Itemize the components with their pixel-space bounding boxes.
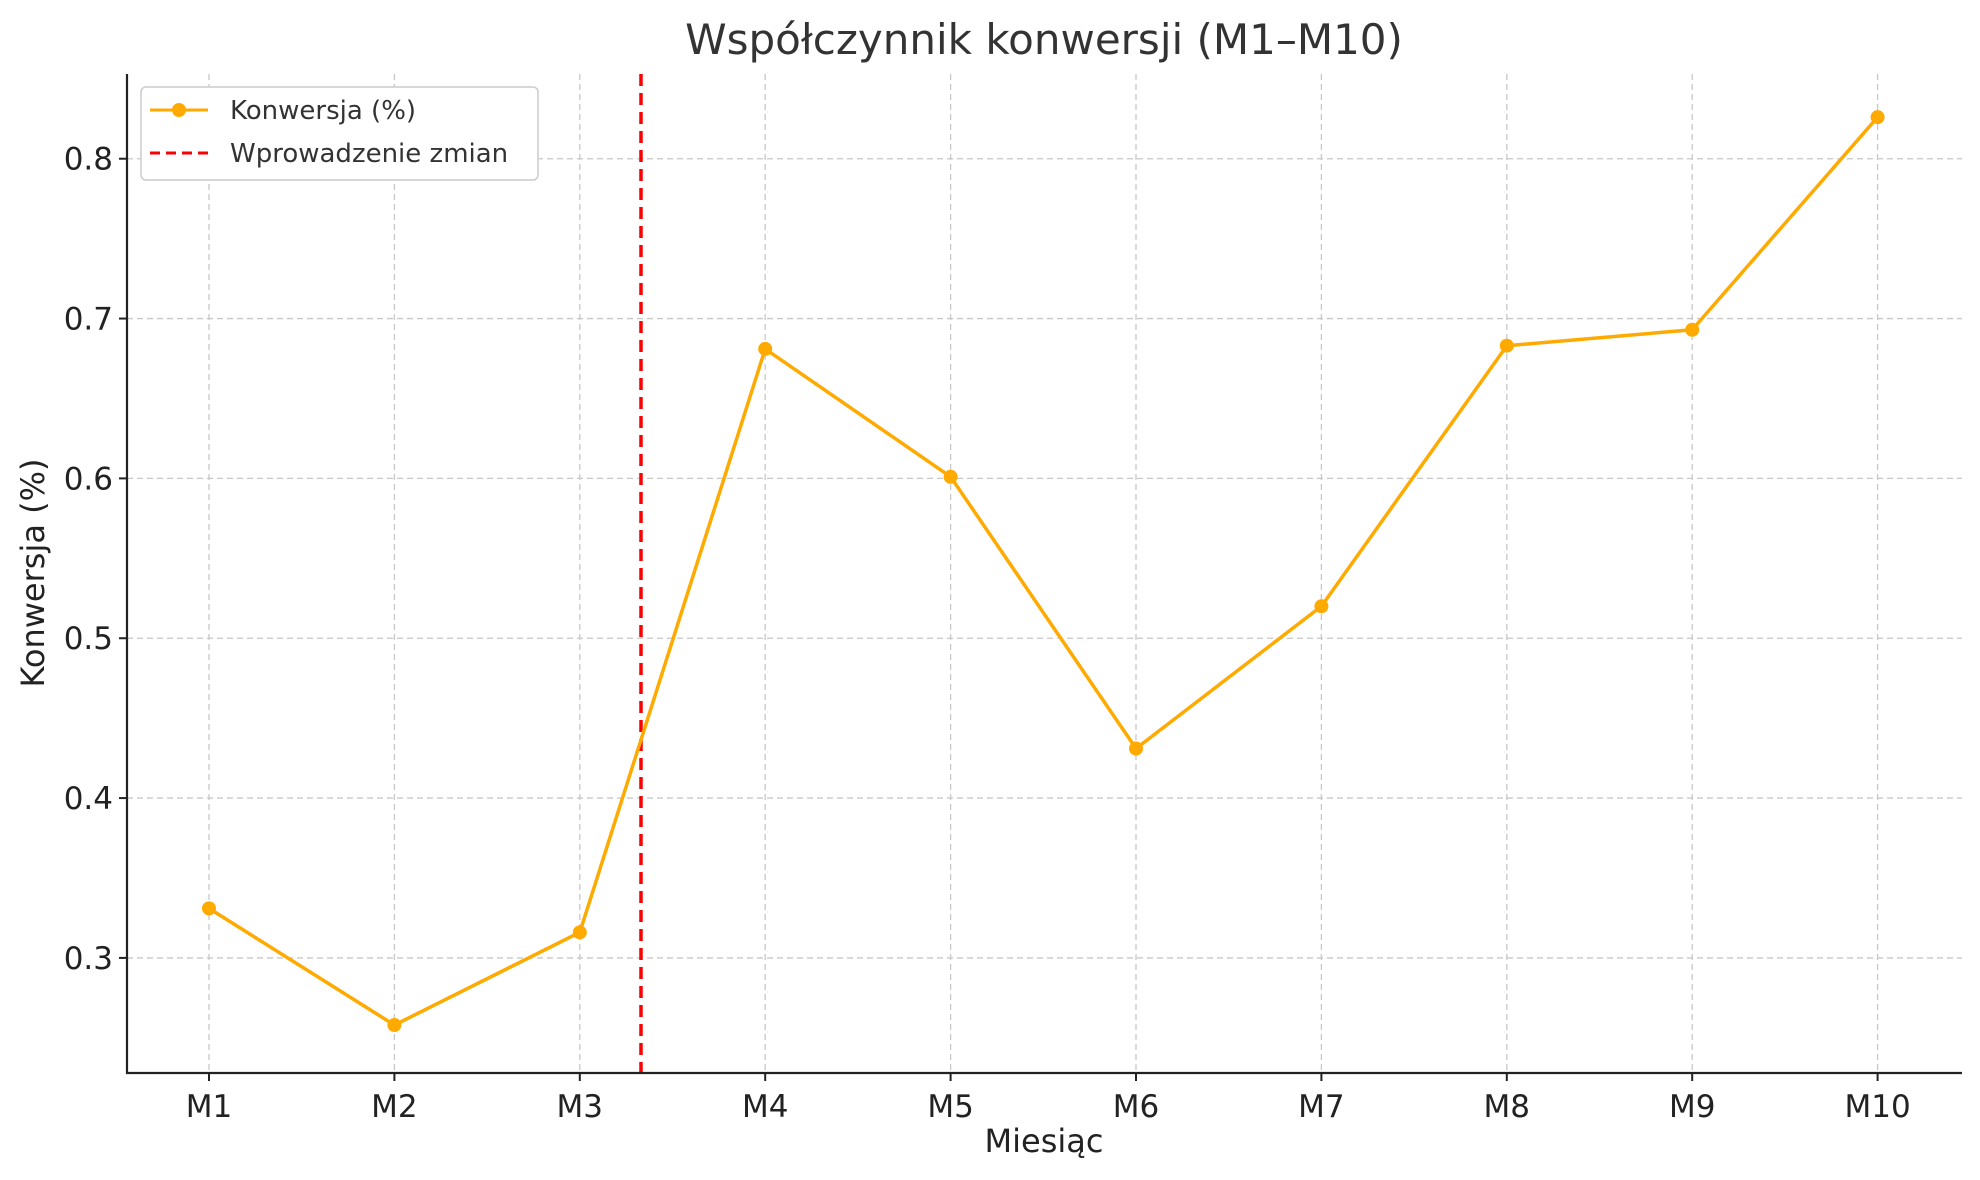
legend-marker-label: Wprowadzenie zmian [230,139,508,169]
y-tick-label: 0.8 [64,142,113,178]
data-point [1870,110,1885,125]
data-point [758,341,773,356]
data-point [1314,599,1329,614]
x-tick-label: M4 [742,1089,788,1125]
series-line [208,116,1879,1027]
x-tick-label: M6 [1113,1089,1159,1125]
y-axis-ticks: 0.3 0.4 0.5 0.6 0.7 0.8 [64,142,127,977]
x-tick-label: M7 [1298,1089,1344,1125]
x-tick-label: M1 [186,1089,232,1125]
x-tick-label: M10 [1844,1089,1910,1125]
data-point [943,469,958,484]
x-axis-label: Miesiąc [985,1122,1104,1160]
x-tick-label: M2 [371,1089,417,1125]
y-tick-label: 0.7 [64,302,113,338]
legend: Konwersja (%) Wprowadzenie zmian [140,86,539,181]
legend-box [140,86,539,181]
legend-series-marker [172,103,186,117]
data-point [1129,741,1143,756]
grid [127,74,1962,1073]
y-tick-label: 0.5 [64,621,113,657]
axes-frame [125,74,1962,1075]
data-point [1685,322,1700,337]
x-tick-label: M9 [1669,1089,1715,1125]
series-layer [202,110,1885,1033]
chart-title: Współczynnik konwersji (M1–M10) [685,15,1403,64]
legend-series-label: Konwersja (%) [230,96,416,126]
y-tick-label: 0.4 [64,781,113,817]
x-tick-label: M8 [1484,1089,1530,1125]
data-point [572,925,587,940]
y-tick-label: 0.6 [64,461,113,497]
data-point [1499,338,1514,353]
data-point [387,1018,402,1033]
x-tick-label: M5 [927,1089,973,1125]
x-tick-label: M3 [557,1089,603,1125]
x-axis-ticks: M1 M2 M3 M4 M5 M6 M7 M8 M9 M10 [186,1073,1911,1125]
y-tick-label: 0.3 [64,941,113,977]
y-axis-label: Konwersja (%) [14,459,52,688]
data-point [202,901,216,916]
